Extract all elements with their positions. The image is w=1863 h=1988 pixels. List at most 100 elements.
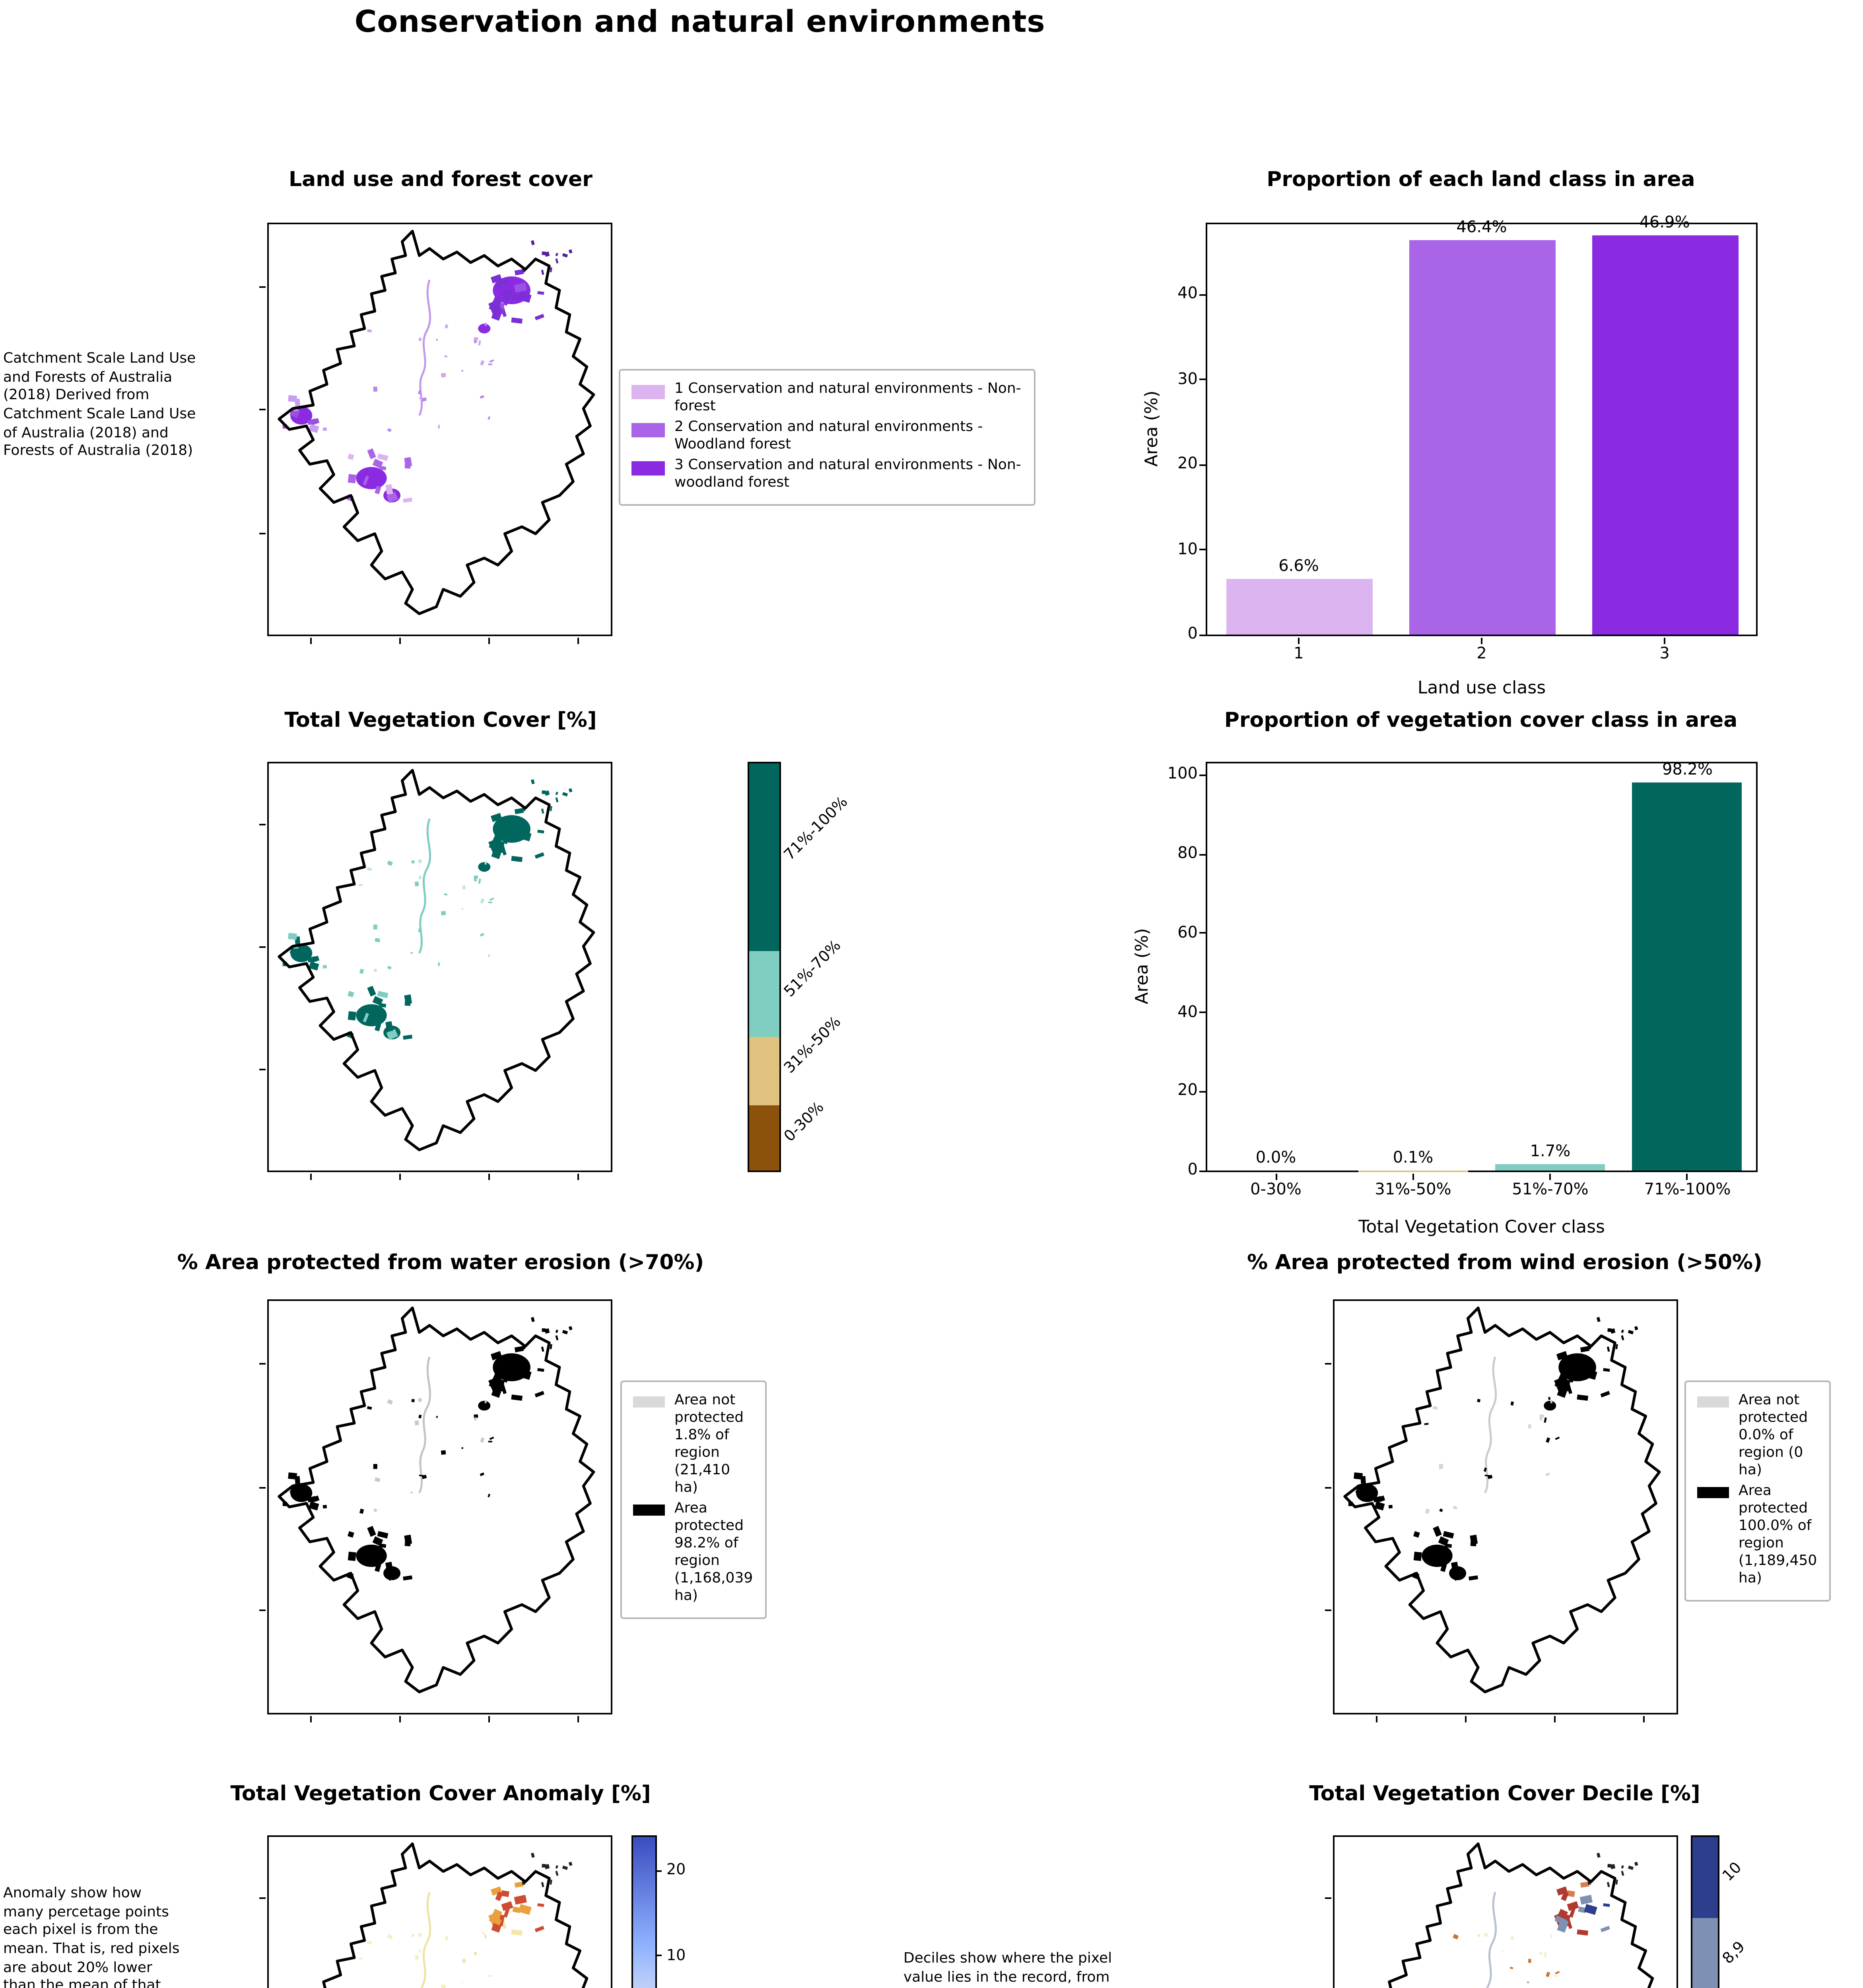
legend-label: Area protected 98.2% of region (1,168,03…: [674, 1501, 753, 1604]
y-tick-label: 0: [1187, 1162, 1198, 1179]
veg-class-bar-chart: 0 20 40 60 80 100 0-30% 0.0% 31%-50% 0.1% 51%-70% 1…: [1168, 761, 1758, 1199]
map-axis-tick: [398, 1174, 400, 1180]
land-use-source-note: Catchment Scale Land Use and Forests of …: [3, 351, 196, 460]
map-axis-tick: [1325, 1363, 1331, 1365]
map-axis-tick: [488, 1174, 490, 1180]
legend-label: 2 Conservation and natural environments …: [674, 419, 983, 453]
colorbar-segment: [749, 1105, 779, 1171]
colorbar-label: 51%-70%: [781, 936, 845, 1001]
legend-swatch: [633, 1396, 665, 1408]
veg-map-canvas: [278, 769, 595, 1151]
anomaly-map: [259, 1835, 612, 1988]
legend-swatch: [631, 461, 665, 476]
land-use-map-title: Land use and forest cover: [289, 169, 593, 192]
veg-class-chart-ylabel: Area (%): [1132, 928, 1152, 1004]
anomaly-note: Anomaly show how many percetage points e…: [3, 1886, 180, 1988]
map-axis-tick: [398, 638, 400, 644]
colorbar-label: 10: [1719, 1858, 1746, 1885]
map-axis-tick: [259, 1610, 266, 1611]
bar-value-label: 0.1%: [1393, 1149, 1434, 1167]
map-axis-tick: [577, 638, 578, 644]
y-tick: [1199, 379, 1206, 381]
x-tick: [1686, 1174, 1688, 1180]
y-tick-label: 40: [1177, 1004, 1198, 1021]
y-tick-label: 100: [1167, 766, 1198, 784]
land-class-chart-title: Proportion of each land class in area: [1267, 169, 1695, 192]
map-axis-tick: [259, 1898, 266, 1900]
x-tick: [1549, 1174, 1551, 1180]
legend-swatch: [631, 423, 665, 437]
anomaly-colorbar: 20100−10−20: [631, 1835, 686, 1988]
colorbar-segment: [749, 763, 779, 951]
land-use-map: [259, 223, 612, 644]
land-class-chart-xlabel: Land use class: [1417, 678, 1546, 698]
y-tick-label: 80: [1177, 845, 1198, 863]
x-tick: [1664, 638, 1665, 644]
colorbar-tick-label: 10: [666, 1947, 686, 1965]
y-tick: [1199, 549, 1206, 551]
decile-map: [1325, 1835, 1678, 1988]
bar: [1226, 579, 1372, 635]
legend-label: 3 Conservation and natural environments …: [674, 458, 1021, 491]
veg-cover-map: [259, 762, 612, 1180]
anom-map-canvas: [322, 1842, 589, 1988]
dec-map-canvas: [1388, 1842, 1654, 1988]
x-tick-label: 2: [1476, 646, 1487, 663]
decile-colorbar: 108,94-72-31: [1691, 1835, 1749, 1988]
map-axis-tick: [488, 638, 490, 644]
map-axis-tick: [310, 1174, 312, 1180]
map-axis-tick: [259, 409, 266, 411]
bar: [1408, 240, 1555, 635]
bar: [1495, 1164, 1605, 1171]
anomaly-map-title: Total Vegetation Cover Anomaly [%]: [230, 1783, 651, 1807]
colorbar-label: 0-30%: [781, 1098, 828, 1145]
legend-label: Area not protected 1.8% of region (21,41…: [674, 1393, 744, 1497]
y-tick-label: 10: [1177, 541, 1198, 559]
y-tick: [1199, 1170, 1206, 1171]
legend-item: Area protected 100.0% of region (1,189,4…: [1697, 1483, 1818, 1588]
map-axis-tick: [259, 1069, 266, 1070]
map-axis-tick: [1642, 1716, 1644, 1722]
y-tick-label: 40: [1177, 286, 1198, 304]
page-title: Conservation and natural environments: [354, 5, 1045, 40]
colorbar-label: 8,9: [1719, 1939, 1749, 1968]
map-axis-tick: [259, 1363, 266, 1365]
y-tick: [1199, 1091, 1206, 1093]
veg-cover-colorbar: 71%-100% 51%-70% 31%-50% 0-30%: [748, 762, 852, 1172]
decile-map-title: Total Vegetation Cover Decile [%]: [1309, 1783, 1700, 1807]
colorbar-label: 31%-50%: [781, 1014, 845, 1078]
colorbar-segment: [749, 1036, 779, 1106]
map-axis-tick: [488, 1716, 490, 1722]
legend-label: Area protected 100.0% of region (1,189,4…: [1739, 1483, 1817, 1587]
y-tick: [1199, 634, 1206, 635]
map-axis-tick: [1325, 1610, 1331, 1611]
bar: [1358, 1170, 1468, 1171]
x-tick-label: 51%-70%: [1512, 1182, 1589, 1199]
water-erosion-map-title: % Area protected from water erosion (>70…: [177, 1252, 704, 1276]
y-tick-label: 0: [1187, 626, 1198, 643]
landuse-map-canvas: [278, 229, 595, 615]
land-use-legend: 1 Conservation and natural environments …: [619, 369, 1035, 506]
bar-value-label: 98.2%: [1662, 761, 1713, 779]
y-tick-label: 60: [1177, 924, 1198, 942]
bar-value-label: 0.0%: [1255, 1150, 1296, 1167]
x-tick: [1275, 1174, 1277, 1180]
y-tick-label: 20: [1177, 1083, 1198, 1101]
map-axis-tick: [259, 1486, 266, 1488]
map-axis-tick: [310, 638, 312, 644]
land-class-chart-ylabel: Area (%): [1141, 390, 1162, 467]
y-tick: [1199, 294, 1206, 296]
x-tick-label: 71%-100%: [1644, 1182, 1731, 1199]
x-tick: [1481, 638, 1482, 644]
map-axis-tick: [577, 1716, 578, 1722]
map-axis-tick: [259, 285, 266, 287]
water-erosion-legend: Area not protected 1.8% of region (21,41…: [620, 1380, 767, 1619]
map-axis-tick: [1464, 1716, 1466, 1722]
legend-item: Area protected 98.2% of region (1,168,03…: [633, 1501, 754, 1606]
colorbar-segment: [1692, 1918, 1718, 1988]
x-tick: [1298, 638, 1300, 644]
legend-swatch: [633, 1504, 665, 1516]
map-axis-tick: [259, 946, 266, 948]
colorbar-label: 71%-100%: [781, 793, 852, 864]
